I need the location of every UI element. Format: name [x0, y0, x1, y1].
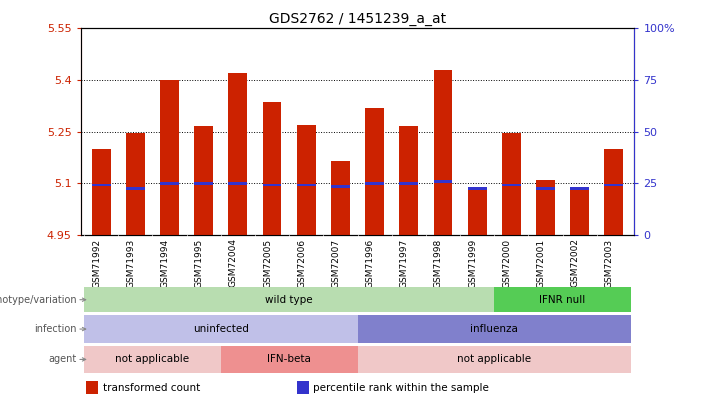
Bar: [604, 149, 623, 235]
Text: percentile rank within the sample: percentile rank within the sample: [313, 383, 489, 393]
Text: GSM72007: GSM72007: [332, 239, 341, 288]
Bar: [331, 185, 350, 188]
Bar: [84, 346, 221, 373]
Bar: [194, 182, 213, 185]
Bar: [297, 381, 308, 394]
Bar: [358, 346, 631, 373]
Text: GSM72002: GSM72002: [571, 239, 580, 288]
Bar: [297, 183, 315, 186]
Text: GSM71993: GSM71993: [126, 239, 135, 288]
Text: IFNR null: IFNR null: [540, 295, 586, 305]
Bar: [84, 287, 494, 313]
Text: GSM72003: GSM72003: [605, 239, 614, 288]
Text: GSM71997: GSM71997: [400, 239, 409, 288]
Bar: [536, 187, 555, 190]
Text: GSM71992: GSM71992: [92, 239, 101, 288]
Text: IFN-beta: IFN-beta: [267, 354, 311, 364]
Text: not applicable: not applicable: [457, 354, 531, 364]
Bar: [536, 180, 555, 235]
Bar: [365, 182, 384, 185]
Bar: [126, 133, 144, 235]
Bar: [86, 381, 98, 394]
Text: GSM71999: GSM71999: [468, 239, 477, 288]
Text: GSM72005: GSM72005: [263, 239, 272, 288]
Bar: [358, 315, 631, 343]
Bar: [194, 126, 213, 235]
Bar: [126, 187, 144, 190]
Text: GSM72004: GSM72004: [229, 239, 238, 288]
Text: GSM71998: GSM71998: [434, 239, 443, 288]
Text: transformed count: transformed count: [103, 383, 200, 393]
Bar: [160, 182, 179, 185]
Bar: [92, 183, 111, 186]
Text: GSM72001: GSM72001: [536, 239, 545, 288]
Text: GSM71994: GSM71994: [161, 239, 170, 288]
Title: GDS2762 / 1451239_a_at: GDS2762 / 1451239_a_at: [269, 12, 446, 26]
Bar: [502, 183, 521, 186]
Bar: [468, 187, 486, 190]
Text: influenza: influenza: [470, 324, 518, 334]
Bar: [221, 346, 358, 373]
Bar: [263, 183, 281, 186]
Text: GSM72006: GSM72006: [297, 239, 306, 288]
Bar: [229, 182, 247, 185]
Text: wild type: wild type: [265, 295, 313, 305]
Text: GSM71995: GSM71995: [195, 239, 204, 288]
Text: genotype/variation: genotype/variation: [0, 295, 77, 305]
Bar: [400, 182, 418, 185]
Bar: [502, 133, 521, 235]
Text: uninfected: uninfected: [193, 324, 249, 334]
Bar: [331, 161, 350, 235]
Bar: [160, 80, 179, 235]
Bar: [434, 180, 452, 183]
Text: infection: infection: [34, 324, 77, 334]
Bar: [365, 108, 384, 235]
Text: GSM71996: GSM71996: [366, 239, 374, 288]
Bar: [571, 187, 589, 190]
Bar: [297, 125, 315, 235]
Bar: [263, 102, 281, 235]
Bar: [468, 187, 486, 235]
Text: GSM72000: GSM72000: [503, 239, 511, 288]
Text: agent: agent: [49, 354, 77, 364]
Bar: [434, 70, 452, 235]
Bar: [92, 149, 111, 235]
Bar: [84, 315, 358, 343]
Bar: [571, 187, 589, 235]
Bar: [229, 73, 247, 235]
Bar: [604, 183, 623, 186]
Bar: [400, 126, 418, 235]
Text: not applicable: not applicable: [116, 354, 189, 364]
Bar: [494, 287, 631, 313]
